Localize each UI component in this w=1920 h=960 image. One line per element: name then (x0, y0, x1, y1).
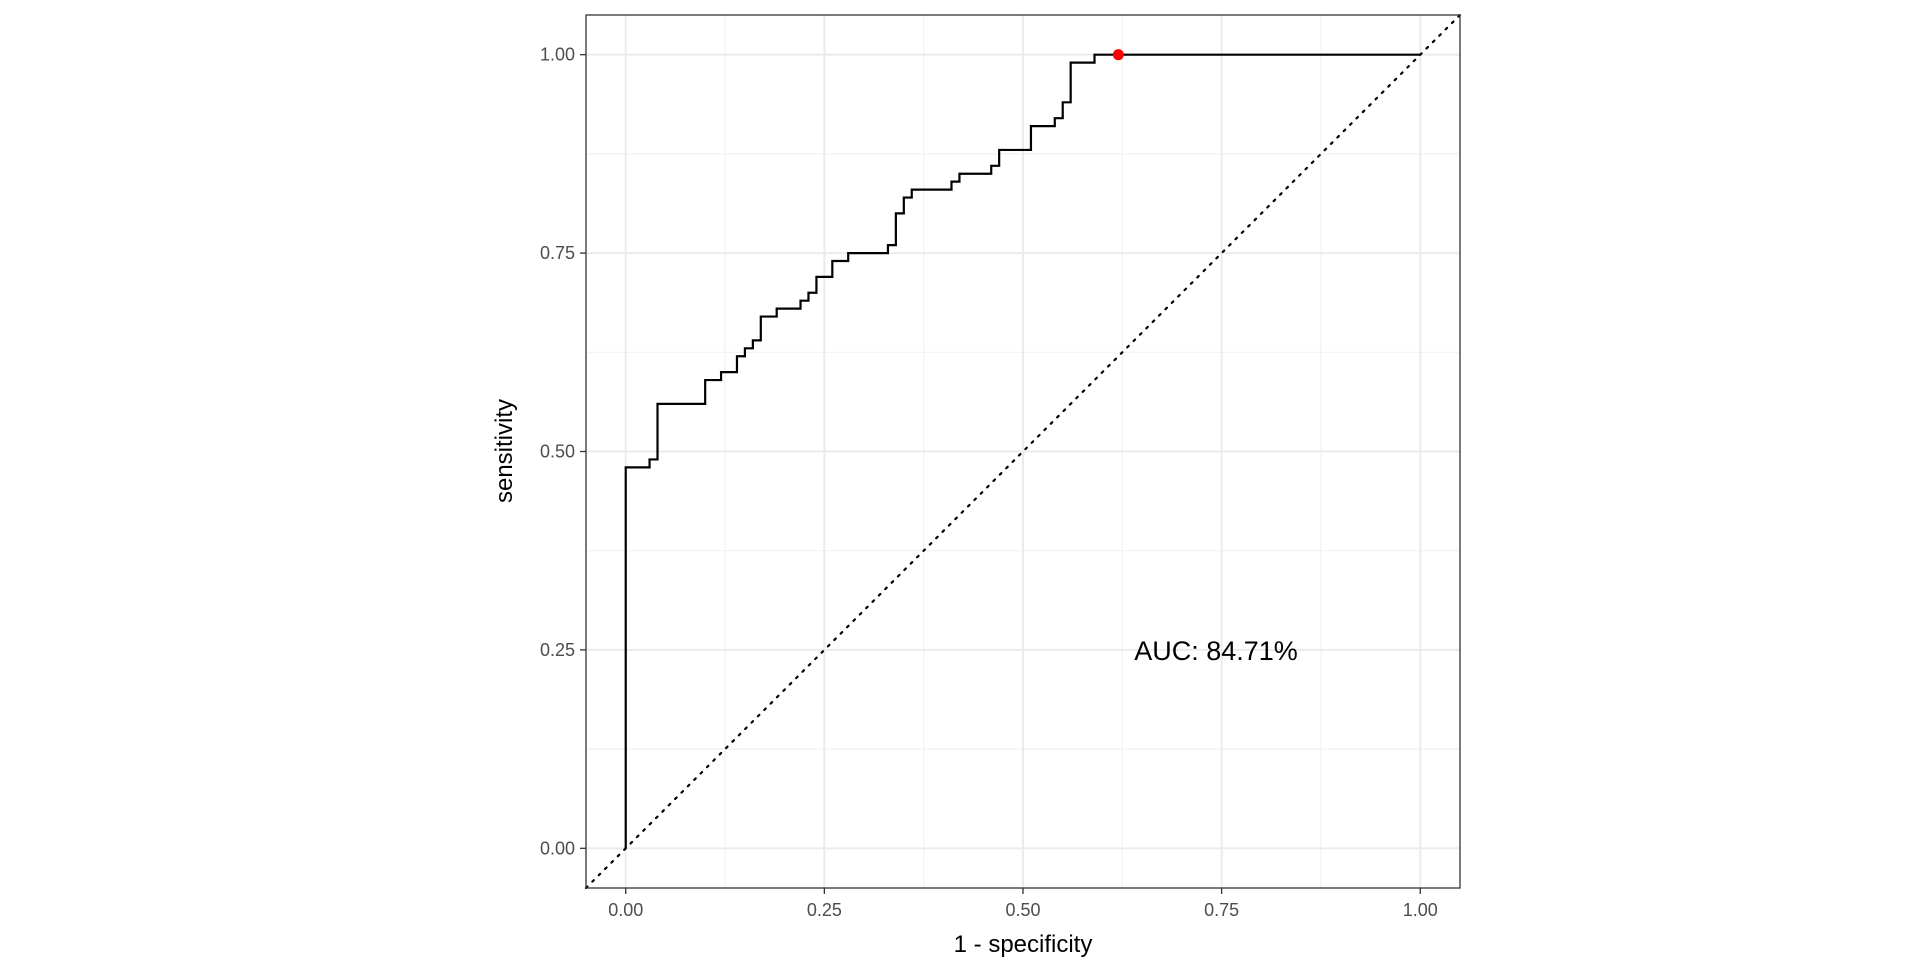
x-axis-title: 1 - specificity (954, 931, 1093, 958)
x-tick-label: 1.00 (1403, 900, 1438, 920)
x-tick-label: 0.50 (1005, 900, 1040, 920)
x-axis-ticks: 0.00 0.25 0.50 0.75 1.00 (608, 888, 1438, 920)
y-tick-label: 0.75 (540, 243, 575, 263)
y-axis-ticks: 0.00 0.25 0.50 0.75 1.00 (540, 45, 586, 858)
optimal-threshold-point (1112, 49, 1124, 61)
x-tick-label: 0.75 (1204, 900, 1239, 920)
y-tick-label: 0.00 (540, 838, 575, 858)
auc-annotation: AUC: 84.71% (1134, 636, 1298, 666)
x-tick-label: 0.00 (608, 900, 643, 920)
x-tick-label: 0.25 (807, 900, 842, 920)
y-tick-label: 0.50 (540, 442, 575, 462)
annotation-layer: AUC: 84.71% (1134, 636, 1298, 666)
grid-major (586, 15, 1460, 888)
roc-curve (624, 53, 1421, 849)
y-axis-title: sensitivity (491, 399, 518, 503)
y-tick-label: 0.25 (540, 640, 575, 660)
series-layer (584, 13, 1462, 890)
y-tick-label: 1.00 (540, 45, 575, 65)
